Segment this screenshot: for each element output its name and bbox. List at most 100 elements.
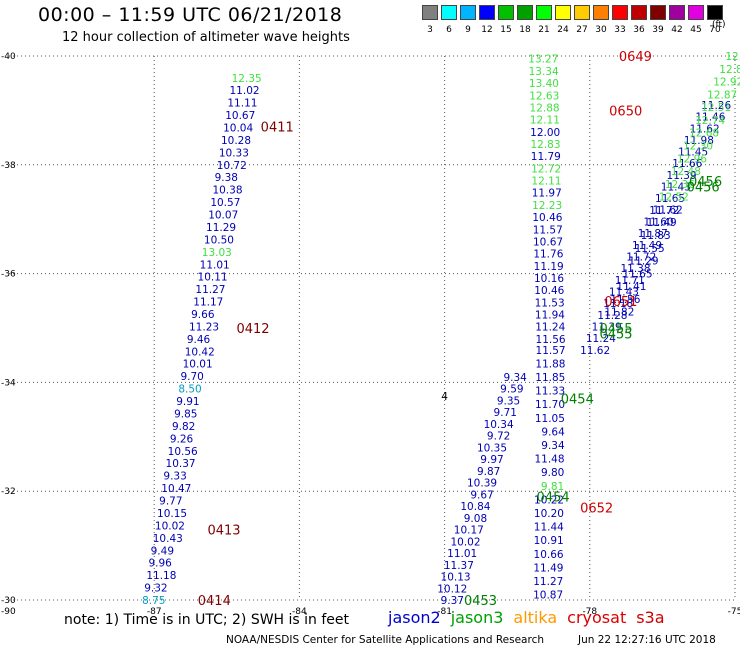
color-scale-swatch	[536, 5, 552, 20]
wave-height-value: 11.18	[603, 298, 633, 310]
color-scale-swatch	[555, 5, 571, 20]
wave-height-value: 12.11	[530, 115, 560, 127]
wave-height-value: 11.83	[641, 230, 671, 242]
wave-height-value: 12.36	[665, 179, 695, 191]
x-tick-label: -81	[437, 607, 452, 617]
color-scale-swatch	[498, 5, 514, 20]
pass-label: 0454	[561, 393, 594, 408]
map-title: 00:00 – 11:59 UTC 06/21/2018	[38, 4, 343, 26]
wave-height-value: 9.77	[159, 496, 182, 508]
wave-height-value: 11.45	[678, 147, 708, 159]
wave-height-value: 10.66	[534, 549, 564, 561]
pass-label: 0413	[207, 523, 240, 538]
x-tick-label: -78	[582, 607, 597, 617]
map-subtitle: 12 hour collection of altimeter wave hei…	[62, 30, 350, 45]
color-scale-swatch	[688, 5, 704, 20]
wave-height-value: 11.56	[610, 294, 640, 306]
wave-height-value: 13.34	[529, 66, 559, 78]
wave-height-value: 11.44	[534, 522, 564, 534]
wave-height-value: 10.46	[532, 212, 562, 224]
wave-height-value: 9.32	[144, 583, 167, 595]
wave-height-value: 11.27	[533, 576, 563, 588]
wave-height-value: 9.87	[477, 466, 500, 478]
wave-height-value: 12.68	[689, 128, 719, 140]
wave-height-value: 11.72	[649, 205, 679, 217]
wave-height-value: 10.01	[183, 359, 213, 371]
color-scale-swatch	[574, 5, 590, 20]
wave-height-value: 11.48	[534, 454, 564, 466]
wave-height-value: 10.04	[223, 122, 253, 134]
pass-label: 0455	[599, 322, 632, 337]
legend-item-cryosat: cryosat	[567, 608, 627, 627]
wave-height-value: 12.87	[707, 89, 737, 101]
wave-height-value: 11.57	[533, 224, 563, 236]
wave-height-value: 9.64	[541, 426, 565, 438]
color-scale-swatch	[669, 5, 685, 20]
pass-label: 0455	[599, 327, 632, 342]
wave-height-value: 12.51	[701, 102, 731, 114]
wave-height-value: 11.26	[701, 100, 731, 112]
pass-label: 0651	[604, 295, 637, 310]
map-marker: 4	[441, 391, 448, 403]
wave-height-value: 11.01	[200, 259, 230, 271]
wave-height-value: 11.56	[536, 334, 566, 346]
wave-height-value: 12.11	[531, 176, 561, 188]
wave-height-value: 10.35	[477, 442, 507, 454]
wave-height-value: 11.39	[592, 321, 622, 333]
wave-height-value: 11.17	[193, 297, 223, 309]
wave-height-value: 11.38	[620, 263, 650, 275]
wave-height-value: 11.05	[535, 413, 565, 425]
color-scale-label: 45	[690, 25, 702, 35]
wave-height-value: 13.03	[202, 247, 232, 259]
legend-item-jason2: jason2	[388, 608, 441, 627]
color-scale-label: 6	[446, 25, 452, 35]
color-scale-swatch	[441, 5, 457, 20]
color-scale-label: 36	[633, 25, 645, 35]
wave-height-value: 11.71	[615, 275, 645, 287]
wave-height-value: 10.13	[441, 572, 471, 584]
wave-height-value: 10.37	[166, 458, 196, 470]
wave-height-value: 9.81	[541, 481, 564, 493]
wave-height-value: 9.33	[163, 471, 186, 483]
wave-height-value: 10.47	[161, 483, 191, 495]
wave-height-value: 12.88	[719, 64, 740, 76]
wave-height-value: 9.59	[500, 384, 523, 396]
wave-height-value: 11.43	[609, 286, 639, 298]
wave-height-value: 11.49	[647, 217, 677, 229]
wave-height-value: 9.72	[487, 431, 510, 443]
wave-height-value: 11.28	[597, 310, 627, 322]
wave-height-value: 11.94	[535, 310, 565, 322]
wave-height-value: 11.37	[444, 560, 474, 572]
x-tick-label: -90	[1, 607, 16, 617]
pass-label: 0453	[464, 594, 497, 609]
wave-height-value: 11.88	[535, 358, 565, 370]
color-scale-swatch	[517, 5, 533, 20]
wave-height-value: 10.17	[454, 525, 484, 537]
wave-height-value: 12.46	[725, 51, 740, 63]
wave-height-value: 9.66	[191, 309, 215, 321]
wave-height-value: 12.74	[695, 115, 725, 127]
color-scale-label: 30	[595, 25, 607, 35]
color-scale-swatch	[422, 5, 438, 20]
wave-height-value: 8.75	[142, 595, 165, 607]
wave-height-value: 9.71	[494, 407, 517, 419]
wave-height-value: 11.60	[644, 217, 674, 229]
wave-height-value: 9.82	[172, 421, 195, 433]
wave-height-value: 11.79	[531, 151, 561, 163]
wave-height-value: 10.33	[219, 147, 249, 159]
wave-height-value: 10.39	[467, 478, 497, 490]
color-scale-label: 27	[576, 25, 588, 35]
wave-height-value: 11.23	[189, 321, 219, 333]
wave-height-value: 11.41	[616, 281, 646, 293]
wave-height-value: 13.27	[528, 54, 558, 66]
wave-height-value: 10.16	[534, 273, 564, 285]
wave-height-value: 11.65	[622, 268, 652, 280]
wave-height-value: 10.67	[225, 110, 255, 122]
wave-height-value: 11.49	[632, 240, 662, 252]
color-scale-label: 15	[500, 25, 512, 35]
wave-height-value: 10.57	[210, 197, 240, 209]
wave-height-value: 10.07	[208, 210, 238, 222]
wave-height-value: 10.87	[533, 590, 563, 602]
wave-height-value: 12.92	[713, 77, 740, 89]
wave-height-value: 9.67	[470, 489, 493, 501]
